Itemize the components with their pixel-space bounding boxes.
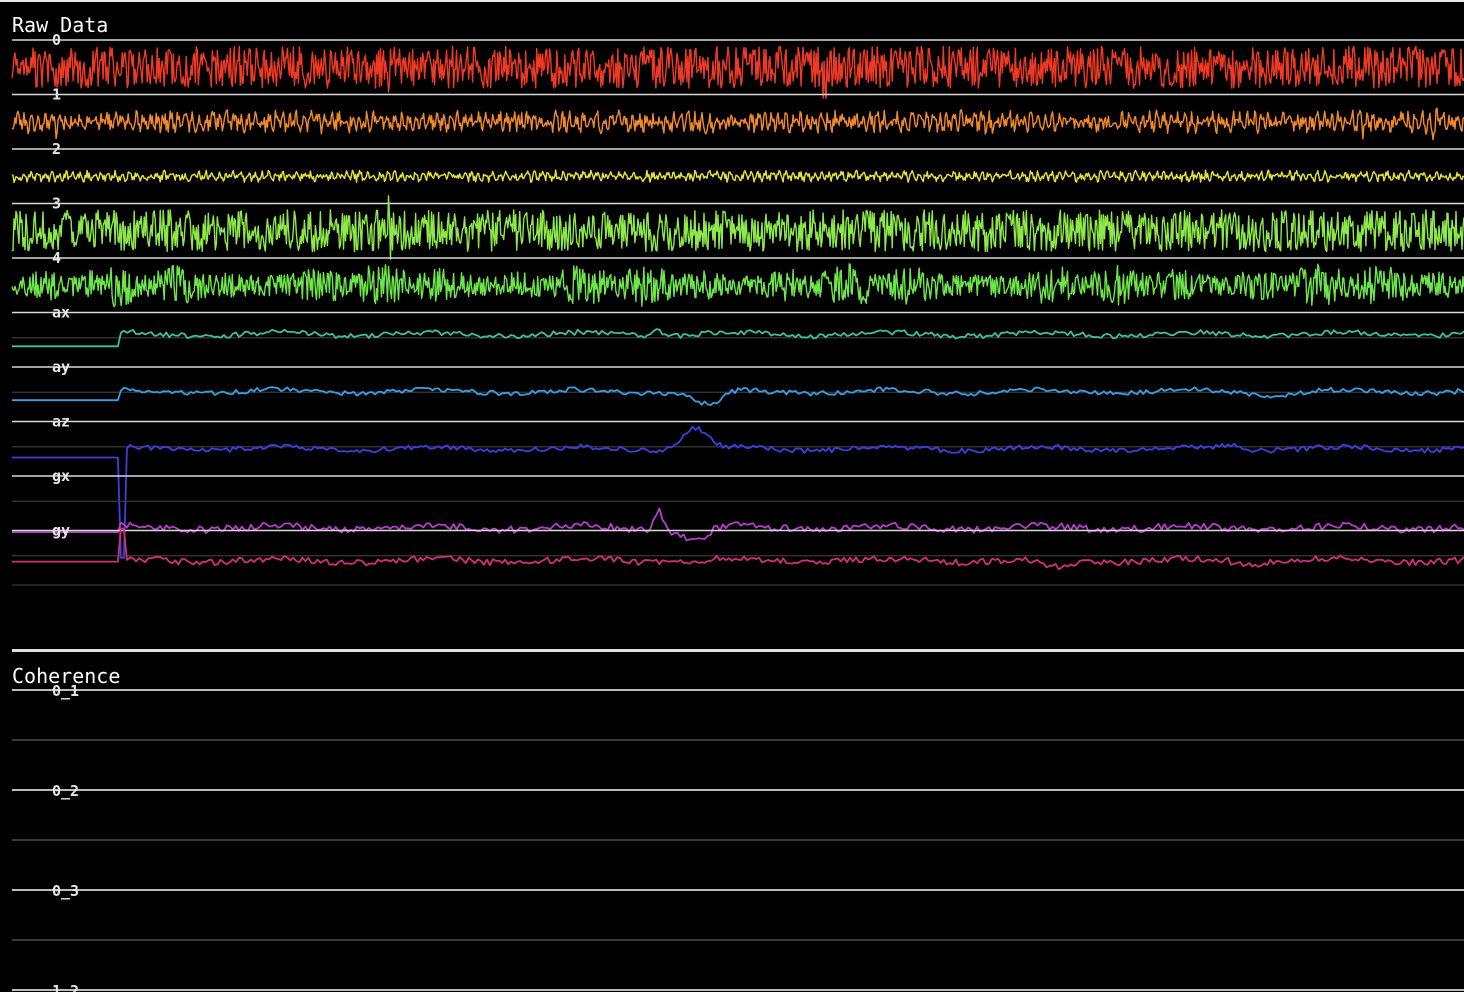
- channel-label: 4: [52, 249, 61, 267]
- panel-divider: [12, 649, 1464, 652]
- raw-data-plot[interactable]: 0 1 2 3 4 ax ay az gx gy: [0, 0, 1464, 648]
- channel-waveform-4: [11, 263, 1464, 308]
- channel-label: 3: [52, 195, 61, 213]
- coherence-title: Coherence: [12, 664, 121, 688]
- top-divider: [0, 0, 1464, 2]
- coherence-plot[interactable]: 0_1 0_2 0_3 1_2: [0, 652, 1464, 992]
- channel-waveform-2: [11, 169, 1464, 184]
- channel-label: 1: [52, 86, 61, 104]
- channel-label: 2: [52, 140, 61, 158]
- coherence-row-label: 0_3: [52, 882, 79, 900]
- channel-waveform-ay: [12, 386, 1464, 406]
- coherence-row-label: 0_1: [52, 682, 79, 700]
- coherence-row-label: 1_2: [52, 982, 79, 992]
- channel-waveform-ax: [12, 328, 1464, 348]
- channel-waveform-3: [11, 195, 1464, 260]
- channel-waveform-1: [11, 107, 1464, 141]
- channel-label: az: [52, 413, 70, 431]
- channel-waveform-0: [11, 45, 1464, 99]
- channel-waveform-gy: [12, 527, 1464, 571]
- channel-label: 0: [52, 31, 61, 49]
- channel-label: gy: [52, 522, 70, 540]
- channel-waveform-gx: [12, 507, 1464, 542]
- raw-data-title: Raw Data: [12, 13, 109, 37]
- channel-label: gx: [52, 467, 70, 485]
- channel-label: ax: [52, 304, 70, 322]
- channel-waveform-az: [12, 425, 1464, 559]
- channel-label: ay: [52, 358, 70, 376]
- coherence-row-label: 0_2: [52, 782, 79, 800]
